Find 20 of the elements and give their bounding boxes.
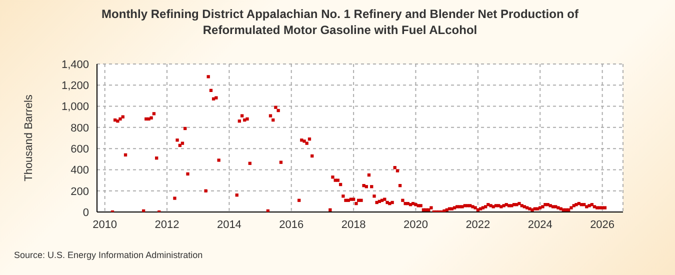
x-tick-label: 2014 — [216, 218, 242, 231]
y-tick-label: 1,200 — [61, 80, 89, 92]
y-axis-title: Thousand Barrels — [22, 94, 35, 182]
y-tick-label: 0 — [82, 206, 89, 219]
x-tick-label: 2010 — [92, 218, 118, 231]
y-tick-label: 1,400 — [61, 58, 89, 71]
x-tick-label: 2024 — [528, 218, 552, 231]
x-tick-label: 2026 — [590, 218, 615, 231]
x-tick-label: 2018 — [341, 218, 366, 231]
y-tick-label: 600 — [70, 143, 89, 156]
x-tick-label: 2022 — [466, 218, 490, 231]
y-tick-label: 800 — [70, 122, 89, 134]
y-tick-label: 200 — [70, 186, 89, 198]
x-tick-label: 2012 — [154, 218, 180, 231]
x-tick-label: 2020 — [403, 218, 428, 231]
y-tick-label: 400 — [70, 164, 89, 177]
x-tick-label: 2016 — [279, 218, 304, 231]
chart-title: Monthly Refining District Appalachian No. 1 Refinery and Blender Net Production of Reformulated Motor Gasoline with Fuel ALcohol — [100, 6, 580, 38]
source-note: Source: U.S. Energy Information Administration — [14, 250, 203, 260]
y-tick-label: 1,000 — [61, 101, 89, 114]
